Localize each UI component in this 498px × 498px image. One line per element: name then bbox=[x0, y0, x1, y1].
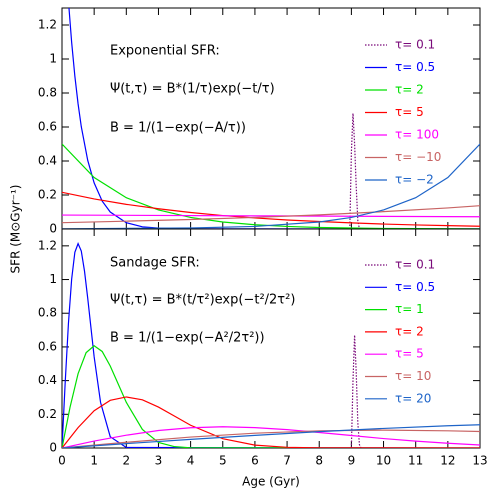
x-tick-label: 9 bbox=[348, 454, 356, 468]
y-tick-label: 0.8 bbox=[38, 306, 57, 320]
annotation: B = 1/(1−exp(−A/τ)) bbox=[110, 121, 246, 136]
legend-label: τ= 5 bbox=[395, 347, 424, 361]
legend-label: τ= 2 bbox=[395, 83, 424, 97]
legend-label: τ= −2 bbox=[395, 173, 434, 187]
line-series bbox=[62, 205, 480, 224]
y-tick-label: 0 bbox=[49, 222, 57, 236]
annotation: Ψ(t,τ) = B*(1/τ)exp(−t/τ) bbox=[110, 82, 275, 97]
y-tick-label: 1.2 bbox=[38, 18, 57, 32]
legend-label: τ= 0.5 bbox=[395, 60, 435, 74]
x-axis-label: Age (Gyr) bbox=[242, 475, 300, 489]
x-tick-label: 0 bbox=[58, 454, 66, 468]
legend-label: τ= 0.1 bbox=[395, 38, 435, 52]
y-tick-label: 0.4 bbox=[38, 154, 57, 168]
annotation: B = 1/(1−exp(−A²/2τ²)) bbox=[110, 331, 265, 346]
line-series bbox=[349, 113, 361, 229]
series-group bbox=[62, 242, 480, 448]
annotation: Exponential SFR: bbox=[110, 44, 220, 59]
x-tick-label: 13 bbox=[472, 454, 487, 468]
x-tick-label: 12 bbox=[440, 454, 455, 468]
y-tick-label: 0 bbox=[49, 441, 57, 455]
legend-label: τ= −10 bbox=[395, 150, 441, 164]
y-tick-label: 1 bbox=[49, 272, 57, 286]
legend-label: τ= 5 bbox=[395, 105, 424, 119]
series-group bbox=[62, 8, 480, 229]
line-series bbox=[62, 344, 480, 448]
y-axis-label: SFR (M⊙Gyr⁻¹) bbox=[9, 185, 23, 274]
y-tick-label: 0.2 bbox=[38, 407, 57, 421]
y-tick-label: 1.2 bbox=[38, 238, 57, 252]
legend-label: τ= 0.1 bbox=[395, 258, 435, 272]
line-series bbox=[62, 429, 480, 448]
annotation: Ψ(t,τ) = B*(t/τ²)exp(−t²/2τ²) bbox=[110, 293, 295, 308]
legend-label: τ= 0.5 bbox=[395, 280, 435, 294]
y-tick-label: 1 bbox=[49, 52, 57, 66]
line-series bbox=[62, 426, 480, 448]
y-tick-label: 0.2 bbox=[38, 188, 57, 202]
x-tick-label: 3 bbox=[155, 454, 163, 468]
x-tick-label: 2 bbox=[122, 454, 130, 468]
legend-label: τ= 20 bbox=[395, 391, 431, 405]
y-tick-label: 0.4 bbox=[38, 373, 57, 387]
line-series bbox=[62, 143, 480, 229]
legend-label: τ= 10 bbox=[395, 369, 431, 383]
line-series bbox=[62, 214, 480, 218]
x-tick-label: 7 bbox=[283, 454, 291, 468]
line-series bbox=[62, 242, 480, 448]
x-tick-label: 6 bbox=[251, 454, 259, 468]
x-tick-label: 10 bbox=[376, 454, 391, 468]
line-series bbox=[350, 335, 362, 448]
x-tick-label: 1 bbox=[90, 454, 98, 468]
y-tick-label: 0.6 bbox=[38, 120, 57, 134]
line-series bbox=[62, 191, 480, 227]
legend-label: τ= 2 bbox=[395, 324, 424, 338]
x-tick-label: 4 bbox=[187, 454, 195, 468]
line-series bbox=[62, 143, 480, 229]
y-tick-label: 0.6 bbox=[38, 339, 57, 353]
line-series bbox=[62, 396, 480, 448]
legend-label: τ= 100 bbox=[395, 128, 439, 142]
x-tick-label: 8 bbox=[315, 454, 323, 468]
legend-label: τ= 1 bbox=[395, 302, 424, 316]
y-tick-label: 0.8 bbox=[38, 86, 57, 100]
line-series bbox=[62, 424, 480, 448]
x-tick-label: 5 bbox=[219, 454, 227, 468]
x-tick-label: 11 bbox=[408, 454, 423, 468]
annotation: Sandage SFR: bbox=[110, 256, 200, 271]
